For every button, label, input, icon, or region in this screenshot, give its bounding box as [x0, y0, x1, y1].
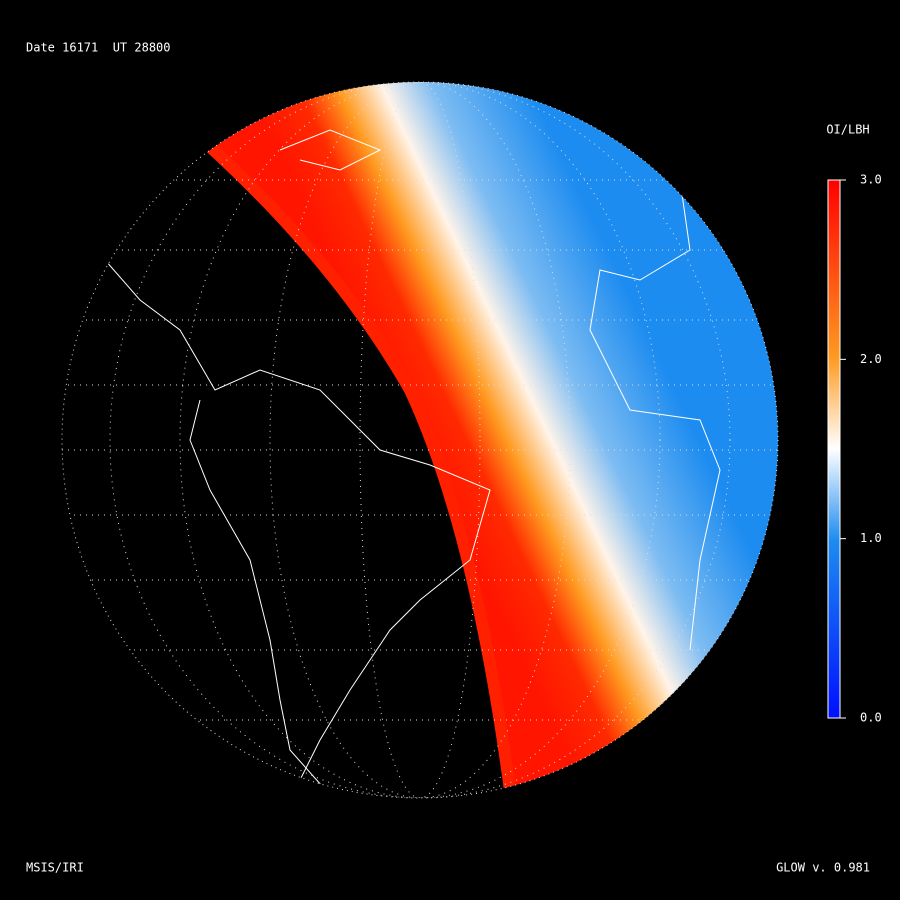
- colorbar-tick-label: 1.0: [860, 531, 882, 545]
- terminator-edge: [174, 82, 778, 798]
- graticule: [62, 82, 778, 798]
- colorbar-ticks: 3.0 2.0 1.0 0.0: [840, 173, 882, 725]
- header-title: Date 16171 UT 28800: [26, 41, 171, 55]
- footer-left: MSIS/IRI: [26, 861, 84, 875]
- colorbar-tick-label: 2.0: [860, 352, 882, 366]
- colorbar-tick-label: 0.0: [860, 711, 882, 725]
- colorbar-title: OI/LBH: [826, 123, 869, 137]
- footer-right: GLOW v. 0.981: [776, 861, 870, 875]
- globe: [62, 82, 778, 798]
- colorbar-tick-label: 3.0: [860, 173, 882, 187]
- globe-limb: [61, 81, 779, 799]
- coastlines: [104, 119, 721, 796]
- colorbar: [827, 179, 841, 719]
- dayside: [180, 82, 778, 798]
